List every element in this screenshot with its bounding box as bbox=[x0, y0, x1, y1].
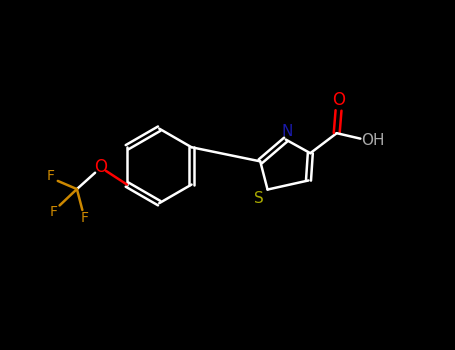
Text: F: F bbox=[46, 169, 55, 183]
Text: OH: OH bbox=[361, 133, 385, 148]
Text: O: O bbox=[332, 91, 345, 110]
Text: F: F bbox=[49, 205, 57, 219]
Text: O: O bbox=[94, 158, 107, 176]
Text: F: F bbox=[80, 211, 88, 225]
Text: S: S bbox=[254, 191, 264, 206]
Text: N: N bbox=[282, 124, 293, 139]
